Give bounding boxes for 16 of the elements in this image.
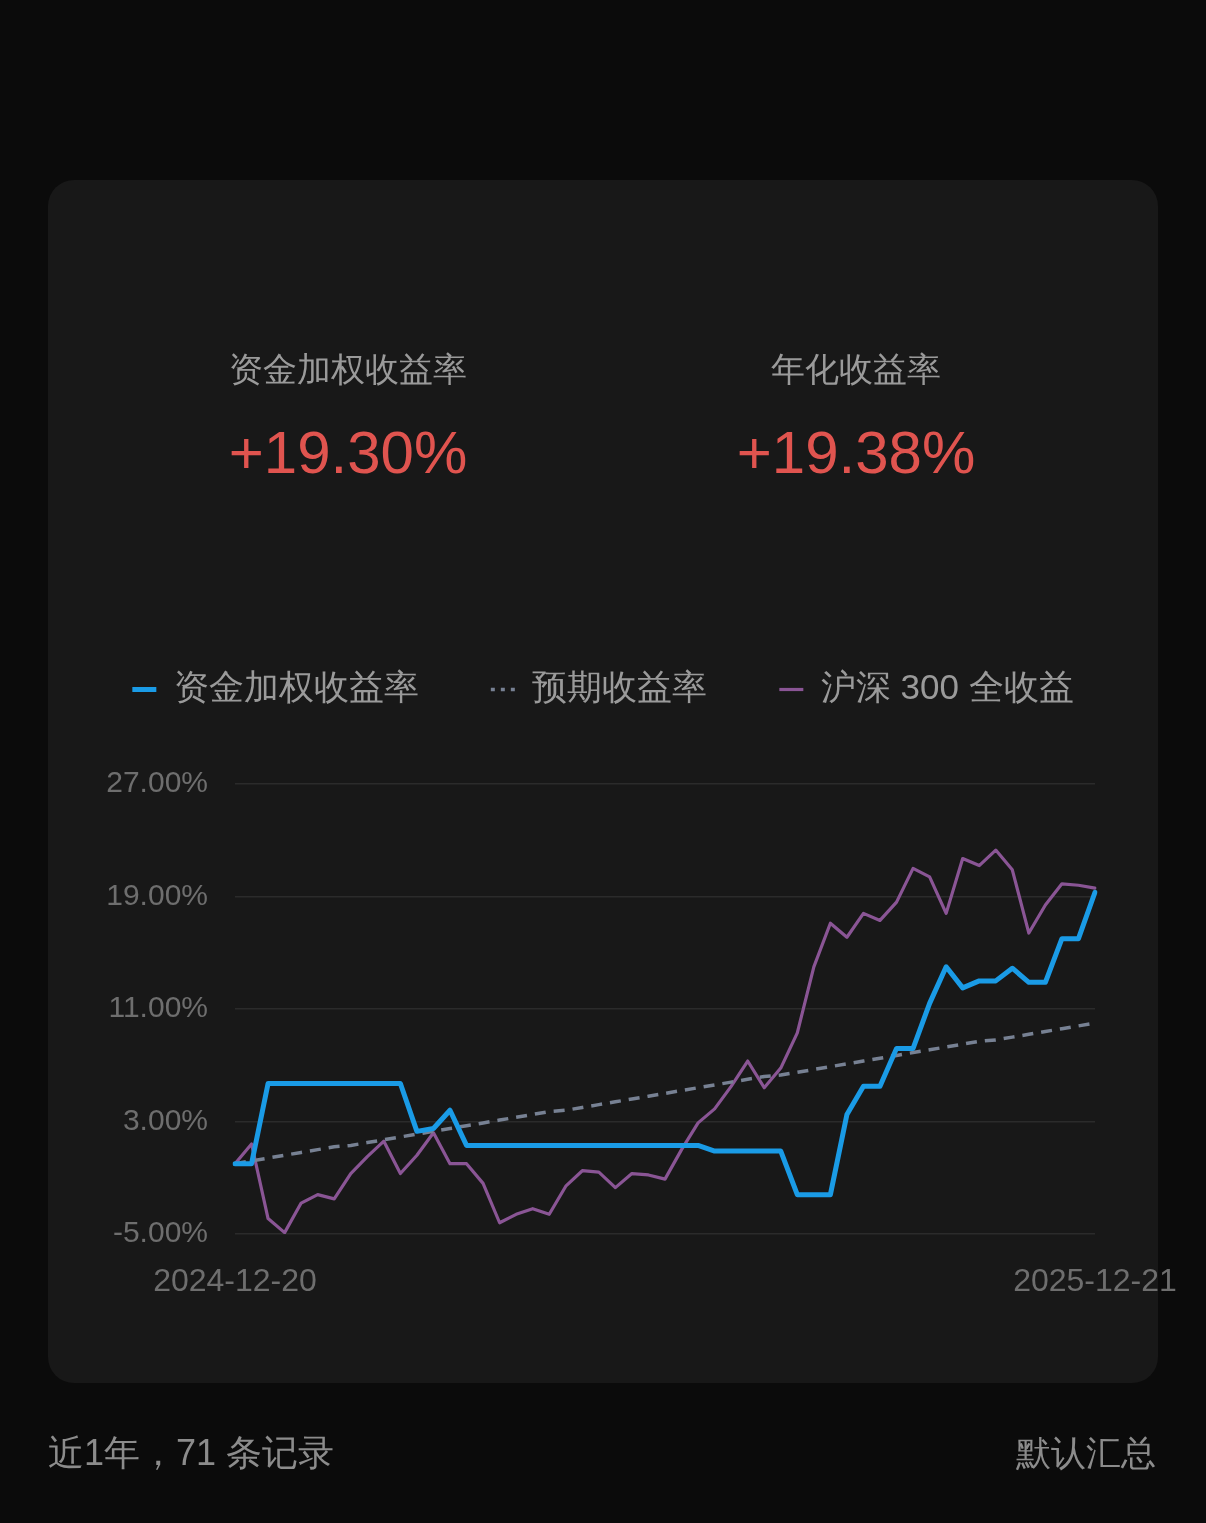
legend-label: 资金加权收益率: [173, 667, 419, 707]
x-tick-label: 2025-12-21: [1013, 1262, 1177, 1299]
text: +19.30%: [228, 417, 468, 487]
text: 默认汇总: [1016, 1432, 1156, 1474]
legend-label: 沪深 300 全收益: [820, 667, 1074, 707]
y-tick-label: 19.00%: [106, 877, 208, 911]
y-tick-label: 3.00%: [122, 1102, 208, 1136]
text: 近1年，71 条记录: [48, 1432, 335, 1474]
text: +19.38%: [736, 417, 976, 487]
legend-label: 预期收益率: [532, 667, 708, 707]
x-tick-label: 2024-12-20: [153, 1262, 317, 1299]
y-tick-label: 27.00%: [106, 765, 208, 799]
y-tick-label: -5.00%: [112, 1215, 208, 1249]
text: 年化收益率: [771, 350, 941, 390]
y-tick-label: 11.00%: [108, 990, 208, 1024]
text: 资金加权收益率: [229, 350, 467, 390]
